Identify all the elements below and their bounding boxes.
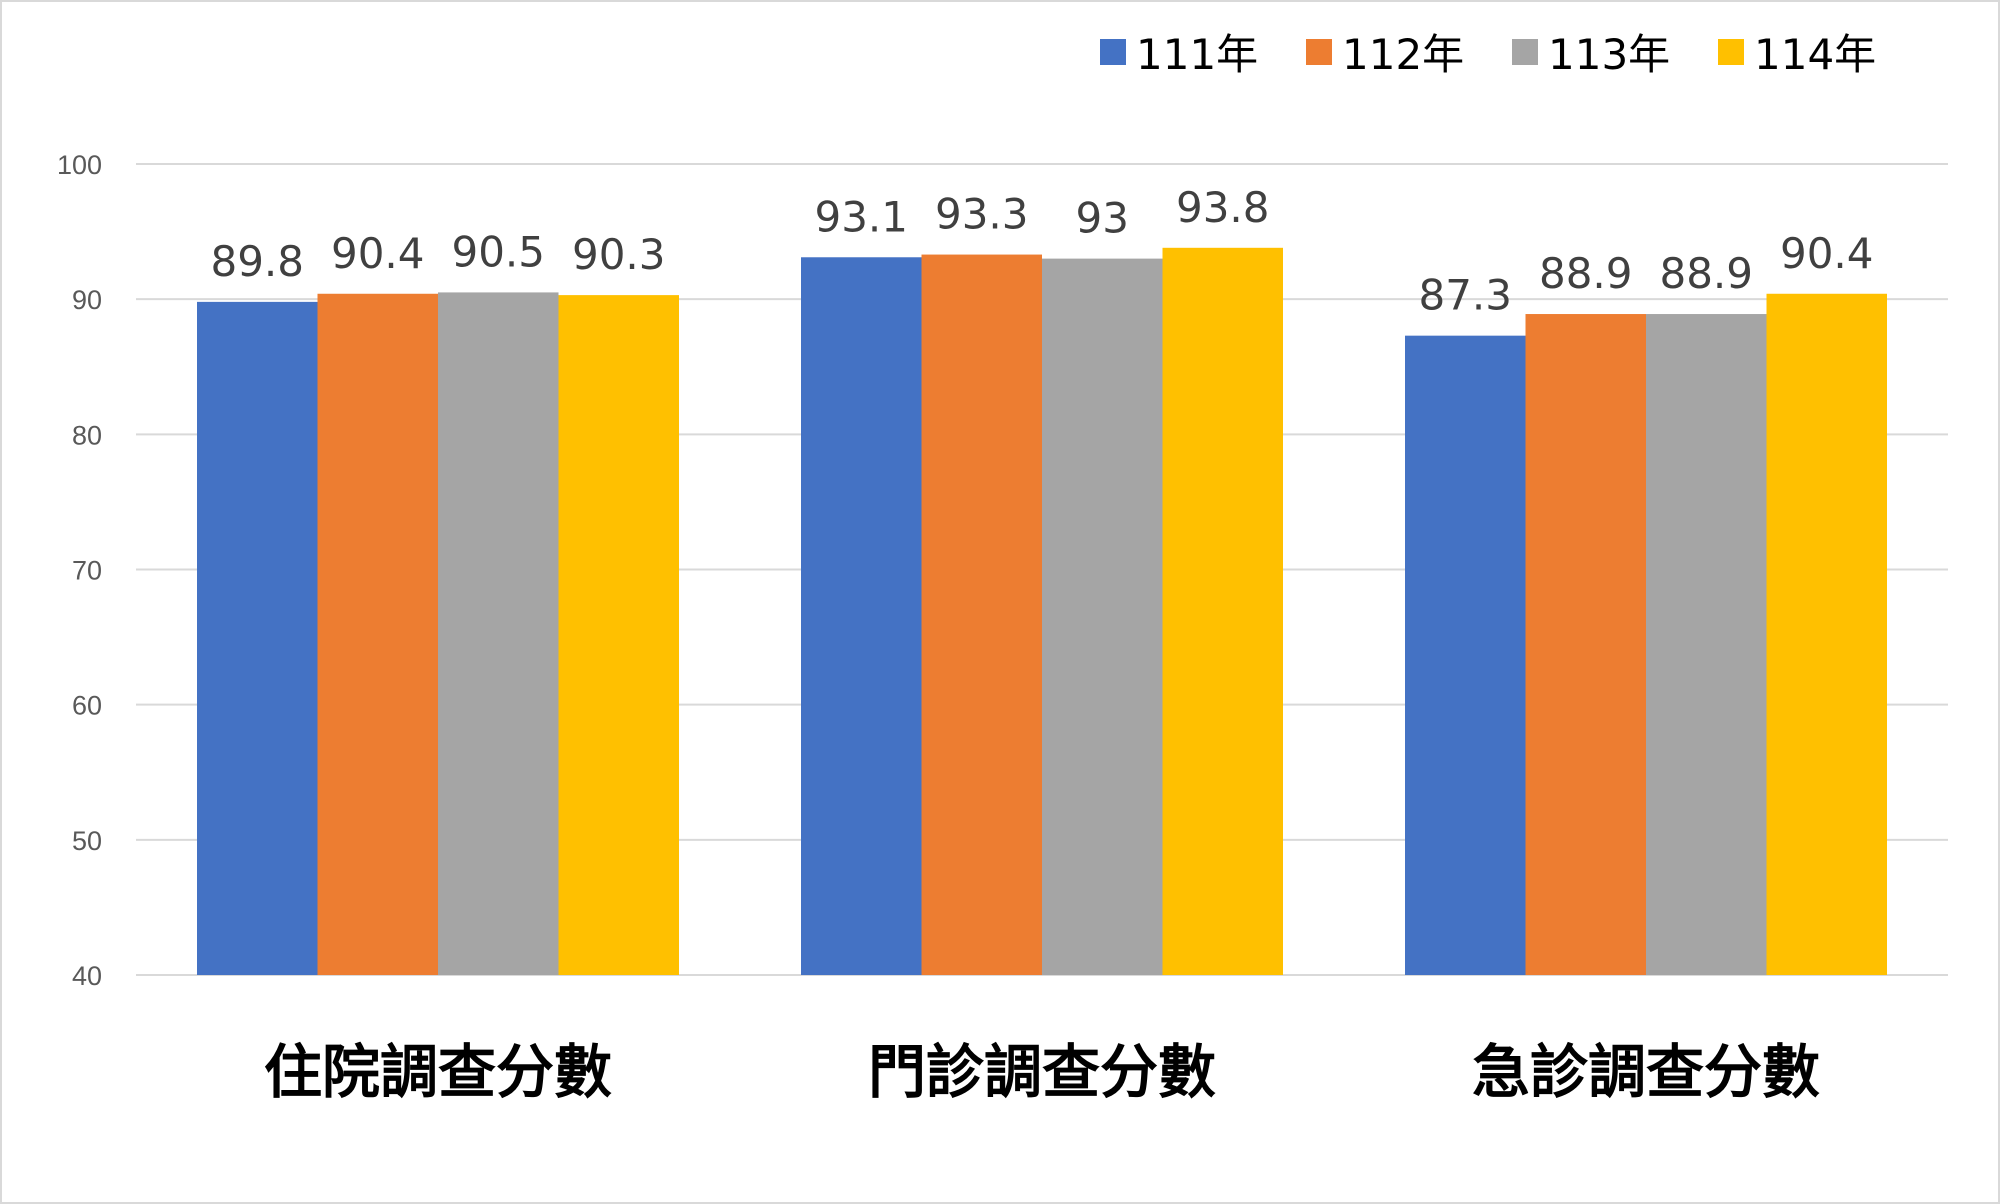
data-label: 89.8	[210, 237, 304, 286]
y-tick-label: 50	[72, 826, 102, 856]
legend-swatch	[1100, 39, 1126, 65]
bar-114年-住院調查分數	[558, 295, 679, 975]
legend-swatch	[1512, 39, 1538, 65]
y-tick-label: 80	[72, 420, 102, 450]
y-tick-label: 100	[57, 150, 102, 180]
data-label: 93.3	[935, 190, 1029, 239]
data-label: 87.3	[1418, 271, 1512, 320]
data-label: 93	[1076, 194, 1129, 243]
y-tick-label: 40	[72, 961, 102, 991]
legend-label: 113年	[1548, 30, 1670, 79]
data-label: 88.9	[1659, 249, 1753, 298]
category-label: 門診調查分數	[868, 1038, 1216, 1106]
category-label: 住院調查分數	[264, 1038, 612, 1106]
bar-111年-門診調查分數	[801, 257, 922, 975]
data-label: 88.9	[1539, 249, 1633, 298]
y-tick-label: 70	[72, 556, 102, 586]
data-label: 93.1	[814, 192, 908, 241]
bar-114年-急診調查分數	[1766, 293, 1887, 975]
y-axis-ticks: 40 50 60 70 80 90 100	[57, 150, 102, 991]
data-labels: 89.8 90.4 90.5 90.3 93.1 93.3 93 93.8 87.3 88.9 88…	[210, 183, 1873, 320]
bar-112年-住院調查分數	[317, 293, 438, 975]
data-label: 93.8	[1176, 183, 1270, 232]
data-label: 90.4	[1780, 229, 1874, 278]
category-label: 急診調查分數	[1472, 1038, 1820, 1106]
data-label: 90.5	[451, 227, 545, 276]
bars	[197, 247, 1887, 976]
bar-113年-急診調查分數	[1646, 314, 1767, 975]
bar-111年-住院調查分數	[197, 301, 318, 975]
bar-112年-門診調查分數	[921, 254, 1042, 976]
legend-label: 111年	[1136, 30, 1258, 79]
bar-112年-急診調查分數	[1525, 314, 1646, 975]
legend-swatch	[1306, 39, 1332, 65]
bar-114年-門診調查分數	[1162, 247, 1283, 975]
bar-113年-住院調查分數	[438, 292, 559, 975]
x-axis-categories: 住院調查分數 門診調查分數 急診調查分數	[264, 1038, 1820, 1106]
y-tick-label: 60	[72, 691, 102, 721]
data-label: 90.3	[572, 230, 666, 279]
legend: 111年 112年 113年 114年	[1100, 30, 1876, 79]
bar-111年-急診調查分數	[1405, 335, 1526, 976]
legend-swatch	[1718, 39, 1744, 65]
bar-113年-門診調查分數	[1042, 258, 1163, 975]
legend-label: 112年	[1342, 30, 1464, 79]
y-tick-label: 90	[72, 285, 102, 315]
data-label: 90.4	[331, 229, 425, 278]
legend-label: 114年	[1754, 30, 1876, 79]
